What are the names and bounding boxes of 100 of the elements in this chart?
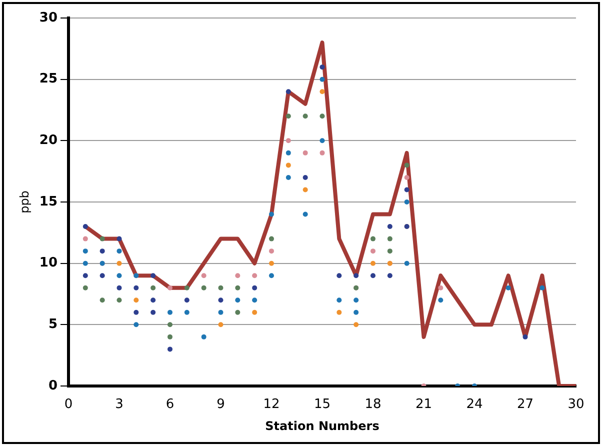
point: [184, 310, 190, 315]
point: [268, 212, 274, 217]
point: [82, 260, 88, 266]
point: [134, 310, 139, 315]
point: [336, 298, 342, 303]
point: [438, 285, 444, 290]
point: [235, 273, 240, 278]
point: [320, 138, 325, 144]
point: [336, 273, 342, 278]
point: [116, 273, 122, 278]
x-tick-label: 3: [115, 397, 124, 412]
point: [116, 285, 122, 290]
point: [336, 310, 342, 315]
point: [354, 310, 359, 315]
x-tick-label: 0: [64, 397, 73, 412]
point: [370, 248, 376, 254]
point: [404, 200, 410, 204]
point: [150, 285, 156, 290]
x-tick-label: 6: [166, 397, 174, 412]
point: [116, 298, 122, 303]
point: [370, 273, 376, 278]
point: [82, 273, 88, 278]
point: [252, 298, 258, 303]
point: [522, 334, 528, 340]
point: [354, 273, 359, 278]
point: [404, 260, 410, 266]
point: [370, 236, 376, 242]
point: [387, 248, 392, 254]
point: [150, 298, 156, 303]
point: [235, 298, 240, 303]
point: [167, 346, 172, 352]
point: [201, 273, 206, 278]
point: [218, 298, 224, 303]
point: [387, 236, 392, 242]
point: [252, 273, 258, 278]
point: [116, 236, 122, 242]
point: [268, 260, 274, 266]
point: [286, 174, 291, 180]
point: [116, 260, 122, 266]
point: [82, 248, 88, 254]
point: [302, 212, 308, 217]
point: [150, 273, 156, 278]
point: [201, 285, 206, 290]
point: [235, 285, 240, 290]
point: [268, 236, 274, 242]
point: [387, 224, 392, 230]
point: [184, 298, 190, 303]
point: [506, 285, 511, 290]
x-tick-label: 9: [216, 397, 225, 412]
point: [320, 89, 325, 94]
y-tick-label: 25: [39, 72, 58, 87]
point: [100, 273, 105, 278]
x-tick-label: 15: [314, 397, 331, 412]
x-tick-label: 30: [568, 397, 584, 412]
point: [320, 64, 325, 70]
point: [252, 310, 258, 315]
point: [218, 322, 224, 328]
point: [320, 76, 325, 82]
point: [286, 138, 291, 144]
point: [387, 273, 392, 278]
point: [370, 260, 376, 266]
y-tick-label: 0: [48, 378, 58, 394]
point: [286, 89, 291, 94]
point: [134, 298, 139, 303]
point: [184, 285, 190, 290]
point: [320, 150, 325, 156]
point: [116, 248, 122, 254]
point: [100, 236, 105, 242]
point: [404, 162, 410, 168]
point: [134, 285, 139, 290]
x-tick-label: 27: [516, 397, 534, 412]
point: [82, 224, 88, 230]
y-tick-label: 10: [39, 256, 58, 271]
point: [167, 322, 172, 328]
y-tick-label: 30: [39, 10, 58, 26]
y-tick-label: 20: [39, 133, 58, 148]
point: [235, 310, 240, 315]
point: [302, 174, 308, 180]
x-tick-label: 24: [466, 397, 483, 412]
point: [268, 273, 274, 278]
point: [134, 322, 139, 328]
point: [404, 174, 410, 180]
point: [201, 334, 206, 340]
y-tick-label: 15: [39, 194, 58, 210]
point: [354, 298, 359, 303]
point: [167, 285, 172, 290]
point: [82, 285, 88, 290]
y-tick-label: 5: [48, 317, 58, 332]
y-axis-title: ppb: [17, 190, 32, 214]
point: [150, 310, 156, 315]
point: [286, 162, 291, 168]
x-tick-label: 21: [415, 397, 432, 412]
point: [218, 310, 224, 315]
point: [302, 150, 308, 156]
point: [404, 187, 410, 192]
x-tick-label: 18: [364, 397, 382, 412]
point: [302, 187, 308, 192]
point: [540, 285, 545, 290]
point: [100, 248, 105, 254]
point: [286, 150, 291, 156]
